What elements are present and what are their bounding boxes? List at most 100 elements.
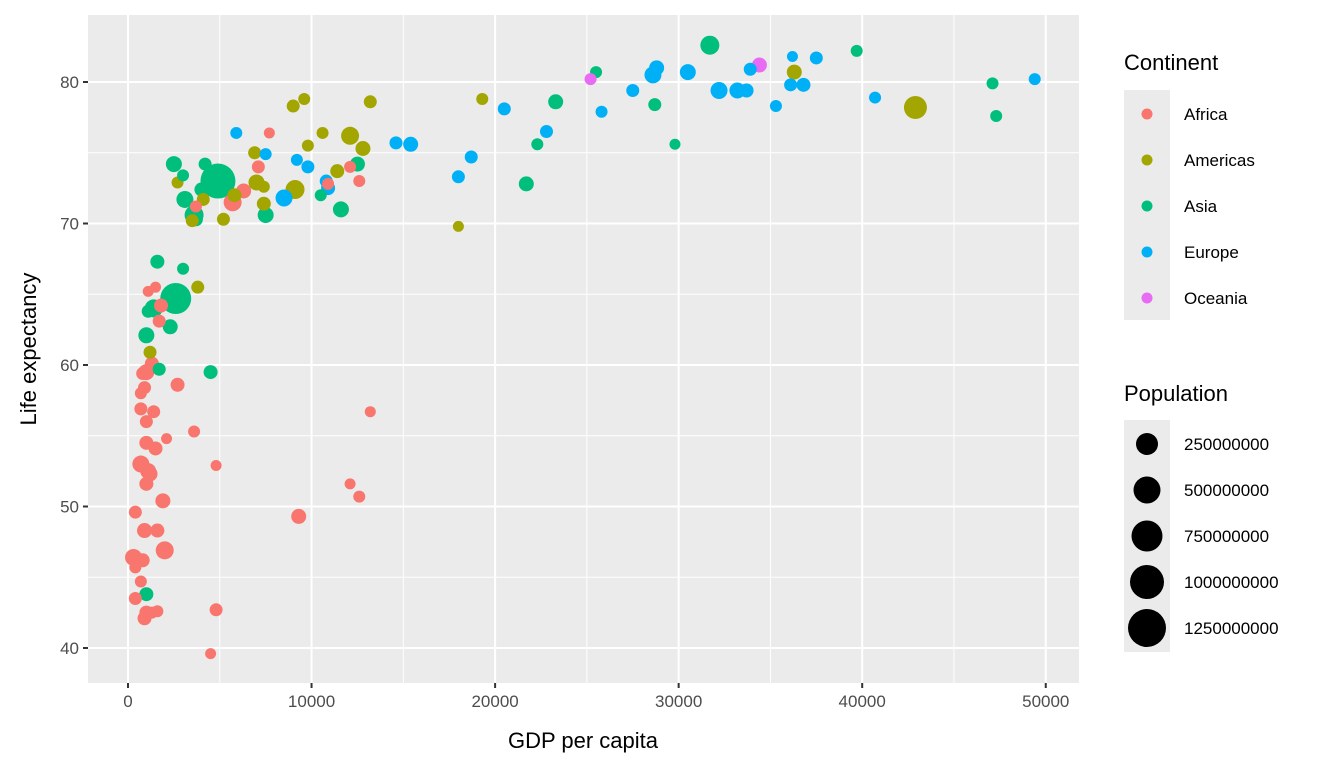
point-americas [330,164,345,179]
point-europe [769,100,782,113]
point-africa [322,177,335,190]
x-tick-label: 40000 [839,692,886,711]
point-europe [739,83,754,98]
point-americas [286,99,300,113]
point-asia [531,138,544,151]
point-africa [364,406,376,418]
point-americas [185,214,199,228]
y-tick-label: 70 [60,215,79,234]
point-asia [700,35,720,55]
point-asia [200,163,236,199]
x-axis-ticks: 0 10000 20000 30000 40000 50000 [123,683,1069,711]
x-tick-label: 0 [123,692,132,711]
point-africa [209,603,223,617]
point-americas [298,92,311,105]
point-americas [786,64,802,80]
legend-key-asia [1141,200,1153,212]
legend-label-europe: Europe [1184,243,1239,262]
y-tick-label: 50 [60,498,79,517]
size-legend-key [1136,433,1158,455]
point-africa [134,402,148,416]
y-tick-label: 80 [60,73,79,92]
point-asia [177,169,190,182]
point-americas [341,126,360,145]
size-legend-label: 1000000000 [1184,573,1279,592]
size-legend-key [1128,609,1166,647]
point-europe [809,51,823,65]
point-africa [128,591,142,605]
size-legend-label: 750000000 [1184,527,1269,546]
x-tick-label: 20000 [471,692,518,711]
point-americas [256,196,271,211]
point-africa [154,298,169,313]
point-africa [155,541,174,560]
point-europe [464,150,478,164]
point-africa [205,648,217,660]
point-americas [452,220,464,232]
y-tick-label: 40 [60,639,79,658]
point-europe [649,60,665,76]
size-legend-key [1131,520,1163,552]
point-asia [139,587,154,602]
point-europe [290,153,303,166]
point-asia [669,138,681,150]
point-asia [150,254,165,269]
point-africa [139,476,154,491]
point-europe [539,125,553,139]
legend-label-oceania: Oceania [1184,289,1248,308]
point-europe [796,77,811,92]
point-africa [353,175,366,188]
x-tick-label: 50000 [1022,692,1069,711]
point-europe [626,83,640,97]
point-europe [784,78,798,92]
point-asia [165,156,182,173]
point-africa [344,478,356,490]
point-europe [275,189,293,207]
point-africa [189,200,202,213]
point-americas [257,180,270,193]
point-africa [155,493,171,509]
point-africa [152,314,166,328]
point-europe [786,51,798,63]
point-americas [227,188,242,203]
point-africa [134,575,147,588]
point-americas [903,95,927,119]
point-africa [136,366,150,380]
point-asia [194,182,209,197]
legend-key-americas [1141,154,1153,166]
color-legend: Continent Africa Americas Asia Europe Oceani… [1124,50,1255,320]
point-americas [301,139,314,152]
major-gridlines [88,15,1079,683]
point-africa [251,160,265,174]
size-legend-key [1133,476,1161,504]
x-tick-label: 30000 [655,692,702,711]
point-europe [451,170,465,184]
point-asia [141,304,155,318]
point-africa [139,415,153,429]
size-legend-label: 1250000000 [1184,619,1279,638]
point-europe [743,62,757,76]
legend-label-asia: Asia [1184,197,1218,216]
point-asia [990,109,1003,122]
point-africa [134,387,147,400]
color-legend-title: Continent [1124,50,1218,75]
plot-panel [88,15,1079,683]
point-asia [177,262,190,275]
legend-key-oceania [1141,292,1153,304]
point-africa [137,523,153,539]
size-legend: Population 250000000 500000000 750000000 10… [1124,381,1279,652]
point-europe [679,64,696,81]
point-asia [162,319,178,335]
point-asia [203,365,218,380]
y-axis-ticks: 40 50 60 70 80 [60,73,88,658]
point-americas [143,345,157,359]
point-asia [548,94,564,110]
point-americas [476,92,489,105]
point-africa [129,561,142,574]
point-asia [176,190,194,208]
point-africa [128,505,142,519]
point-europe [1028,73,1041,86]
point-africa [147,405,161,419]
point-asia [518,176,534,192]
point-europe [710,81,728,99]
